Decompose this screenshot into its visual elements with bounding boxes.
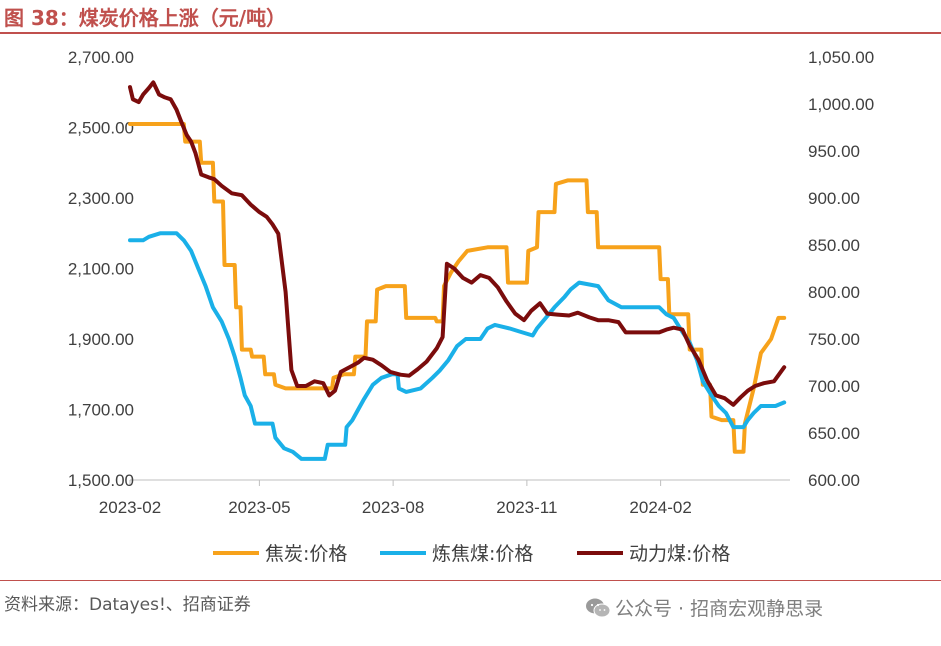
y-right-tick-label: 700.00 bbox=[808, 377, 860, 396]
watermark-text: 公众号 · 招商宏观静思录 bbox=[615, 598, 824, 620]
y-right-tick-label: 900.00 bbox=[808, 189, 860, 208]
y-right-tick-label: 950.00 bbox=[808, 142, 860, 161]
series-line-3 bbox=[128, 80, 787, 407]
title-divider bbox=[0, 32, 941, 34]
y-right-tick-label: 1,000.00 bbox=[808, 95, 874, 114]
wechat-icon bbox=[586, 598, 611, 618]
legend-label-2: 炼焦煤:价格 bbox=[432, 543, 533, 565]
y-left-tick-label: 1,500.00 bbox=[68, 471, 134, 490]
legend-label-1: 焦炭:价格 bbox=[265, 543, 347, 565]
source-note: 资料来源：Datayes!、招商证券 bbox=[4, 595, 251, 615]
y-right-tick-label: 1,050.00 bbox=[808, 48, 874, 67]
y-right-tick-label: 800.00 bbox=[808, 283, 860, 302]
y-left-tick-label: 1,900.00 bbox=[68, 330, 134, 349]
y-left-tick-label: 1,700.00 bbox=[68, 401, 134, 420]
series-line-1 bbox=[128, 122, 787, 454]
footer-divider bbox=[0, 580, 941, 581]
x-tick-label: 2023-11 bbox=[496, 498, 557, 517]
x-tick-label: 2024-02 bbox=[629, 498, 691, 517]
y-right-tick-label: 600.00 bbox=[808, 471, 860, 490]
y-right-tick-label: 650.00 bbox=[808, 424, 860, 443]
y-left-tick-label: 2,300.00 bbox=[68, 189, 134, 208]
legend-label-3: 动力煤:价格 bbox=[629, 543, 730, 565]
x-tick-label: 2023-08 bbox=[362, 498, 424, 517]
y-right-tick-label: 750.00 bbox=[808, 330, 860, 349]
x-tick-label: 2023-02 bbox=[99, 498, 161, 517]
watermark: 公众号 · 招商宏观静思录 bbox=[585, 594, 823, 621]
series-line-2 bbox=[128, 231, 787, 461]
y-left-tick-label: 2,100.00 bbox=[68, 260, 134, 279]
figure-title: 图 38：煤炭价格上涨（元/吨） bbox=[4, 6, 287, 30]
y-right-tick-label: 850.00 bbox=[808, 236, 860, 255]
y-left-tick-label: 2,500.00 bbox=[68, 119, 134, 138]
y-left-tick-label: 2,700.00 bbox=[68, 48, 134, 67]
x-tick-label: 2023-05 bbox=[228, 498, 290, 517]
